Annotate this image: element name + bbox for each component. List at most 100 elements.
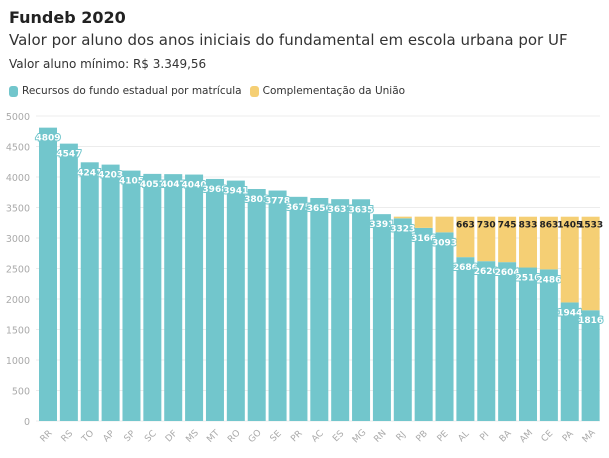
bar-complementacao-AL — [456, 216, 475, 258]
bar-fundo-PI — [477, 261, 496, 421]
bar-fundo-MA — [581, 310, 600, 421]
data-label-fundo: 4203 — [98, 171, 123, 181]
bar-fundo-PE — [435, 232, 454, 421]
data-label-fundo: 4047 — [161, 180, 186, 190]
data-label-fundo: 2486 — [536, 275, 561, 285]
bar-fundo-AP — [101, 164, 120, 421]
bar-fundo-AC — [310, 197, 329, 421]
x-tick-label: BA — [498, 428, 514, 444]
minimum-value-note: Valor aluno mínimo: R$ 3.349,56 — [9, 57, 207, 71]
x-tick-label: AM — [518, 428, 535, 445]
bar-fundo-RN — [372, 214, 391, 421]
x-tick-label: MT — [205, 428, 222, 445]
x-tick-label: AL — [457, 429, 472, 444]
bar-fundo-AL — [456, 257, 475, 421]
x-tick-label: GO — [247, 428, 264, 445]
chart-title: Fundeb 2020 — [9, 8, 126, 27]
data-label-fundo: 1944 — [557, 308, 582, 318]
x-tick-label: RR — [39, 429, 55, 445]
data-label-fundo: 3803 — [244, 195, 269, 205]
x-tick-label: PR — [289, 429, 304, 444]
bar-fundo-RO — [226, 180, 245, 421]
bar-fundo-RR — [39, 127, 57, 421]
legend-label-complementacao: Complementação da União — [262, 85, 406, 97]
bar-complementacao-PB — [414, 216, 433, 228]
bar-fundo-BA — [498, 262, 517, 421]
x-tick-label: RJ — [395, 430, 408, 443]
data-label-complementacao: 730 — [477, 221, 496, 231]
x-tick-label: CE — [540, 429, 556, 445]
bar-fundo-PB — [414, 227, 433, 421]
bar-complementacao-PI — [477, 216, 496, 262]
data-label-fundo: 3635 — [349, 205, 374, 215]
bar-fundo-MS — [185, 174, 204, 421]
data-label-fundo: 4547 — [56, 150, 81, 160]
data-label-fundo: 3656 — [307, 204, 332, 214]
x-tick-label: AC — [310, 429, 326, 445]
bar-fundo-RJ — [393, 218, 412, 421]
x-tick-label: PB — [415, 429, 430, 444]
x-tick-label: PA — [561, 429, 576, 444]
bar-fundo-ES — [331, 199, 350, 421]
bar-complementacao-RJ — [393, 216, 412, 219]
bar-complementacao-BA — [498, 216, 517, 263]
data-label-fundo: 3637 — [328, 205, 353, 215]
bar-fundo-MT — [205, 178, 224, 421]
data-label-fundo: 3941 — [223, 187, 248, 197]
y-tick-label: 4000 — [6, 173, 30, 184]
bar-complementacao-AM — [519, 216, 538, 268]
y-tick-label: 3500 — [6, 204, 30, 215]
x-tick-label: ES — [331, 429, 346, 444]
x-tick-label: SE — [269, 429, 284, 444]
data-label-complementacao: 663 — [456, 221, 475, 231]
legend-swatch-complementacao — [249, 85, 259, 97]
bar-fundo-SE — [268, 190, 287, 421]
data-label-fundo: 3675 — [286, 203, 311, 213]
y-tick-label: 5000 — [6, 112, 30, 123]
bar-fundo-CE — [539, 269, 558, 421]
data-label-fundo: 2604 — [495, 268, 520, 278]
legend-label-fundo: Recursos do fundo estadual por matrícula — [22, 85, 242, 97]
data-label-fundo: 4241 — [77, 168, 102, 178]
chart-subtitle: Valor por aluno dos anos iniciais do fun… — [9, 31, 568, 49]
data-label-fundo: 2620 — [474, 267, 499, 277]
bar-fundo-SP — [122, 170, 141, 421]
x-tick-label: MG — [351, 428, 369, 446]
data-label-fundo: 1816 — [578, 316, 603, 326]
data-label-fundo: 4105 — [119, 177, 144, 187]
bar-complementacao-PE — [435, 216, 454, 233]
data-label-fundo: 3968 — [202, 185, 227, 195]
bar-fundo-MG — [352, 199, 371, 421]
data-label-fundo: 2516 — [515, 274, 540, 284]
bar-fundo-SC — [143, 173, 162, 421]
data-label-fundo: 3093 — [432, 238, 457, 248]
y-tick-label: 2500 — [6, 265, 30, 276]
bar-fundo-AM — [519, 267, 538, 421]
data-label-complementacao: 1405 — [557, 221, 582, 231]
bar-fundo-RS — [59, 143, 78, 421]
data-label-fundo: 4040 — [182, 181, 207, 191]
bar-fundo-DF — [164, 174, 183, 421]
bar-fundo-TO — [80, 162, 99, 421]
data-label-fundo: 4051 — [140, 180, 165, 190]
data-label-fundo: 3391 — [369, 220, 394, 230]
data-label-fundo: 4809 — [35, 134, 60, 144]
data-label-fundo: 2686 — [453, 263, 478, 273]
x-tick-label: AP — [102, 429, 118, 445]
data-label-fundo: 3166 — [411, 234, 436, 244]
x-tick-label: MA — [581, 428, 599, 446]
x-tick-label: SP — [123, 429, 138, 444]
bar-complementacao-MA — [581, 216, 600, 311]
y-tick-label: 500 — [12, 387, 30, 398]
data-label-complementacao: 833 — [519, 221, 538, 231]
data-label-complementacao: 745 — [498, 221, 517, 231]
x-tick-label: TO — [80, 429, 97, 446]
bar-complementacao-CE — [539, 216, 558, 270]
x-tick-label: DF — [164, 429, 180, 445]
y-tick-label: 4500 — [6, 143, 30, 154]
x-tick-label: PE — [436, 429, 451, 444]
x-tick-label: SC — [143, 429, 159, 445]
legend-swatch-fundo — [9, 85, 18, 97]
x-tick-label: RN — [372, 428, 388, 444]
